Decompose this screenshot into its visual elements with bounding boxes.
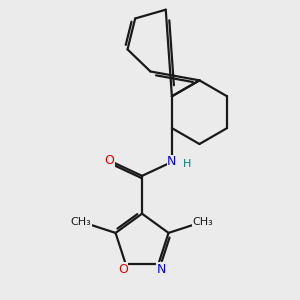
Text: O: O bbox=[104, 154, 114, 167]
Text: H: H bbox=[183, 159, 191, 169]
Text: CH₃: CH₃ bbox=[71, 217, 92, 227]
Text: N: N bbox=[157, 263, 166, 276]
Text: N: N bbox=[167, 155, 177, 168]
Text: CH₃: CH₃ bbox=[193, 217, 213, 227]
Text: O: O bbox=[118, 263, 128, 276]
